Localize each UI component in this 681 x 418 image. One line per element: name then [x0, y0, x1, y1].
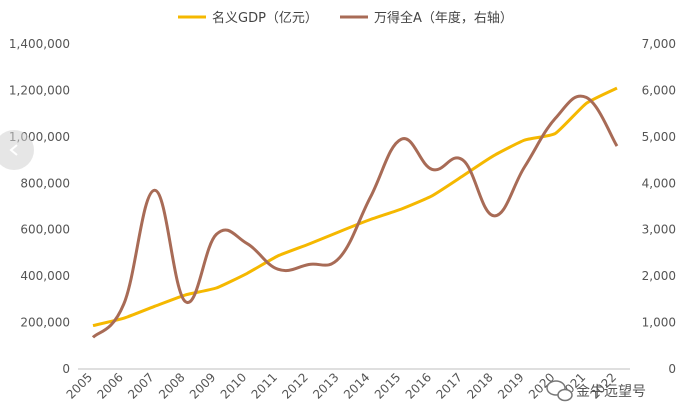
y-left-tick-label: 400,000 — [20, 269, 70, 283]
x-tick-label: 2015 — [372, 370, 403, 401]
x-tick-label: 2008 — [156, 370, 187, 401]
y-right-tick-label: 5,000 — [642, 130, 676, 144]
y-right-tick-label: 2,000 — [642, 269, 676, 283]
y-axis-left: 0200,000400,000600,000800,0001,000,0001,… — [9, 37, 70, 376]
x-tick-label: 2012 — [279, 370, 310, 401]
wechat-icon — [546, 380, 573, 402]
x-tick-label: 2011 — [249, 370, 280, 401]
x-tick-label: 2006 — [94, 370, 125, 401]
x-axis-ticks: 2005 2006 2007 2008 2009 2010 2011 2012 2013 2014… — [64, 370, 619, 401]
watermark-text: 金牛远望号 — [576, 384, 646, 400]
series-line-gdp — [92, 86, 618, 328]
y-left-tick-label: 600,000 — [20, 223, 70, 237]
y-left-tick-label: 800,000 — [20, 176, 70, 190]
y-right-tick-label: 6,000 — [642, 83, 676, 97]
y-left-tick-label: 1,400,000 — [9, 37, 70, 51]
y-axis-right: 0 1,000 2,000 3,000 4,000 5,000 6,000 7,000 — [642, 37, 676, 376]
y-right-tick-label: 4,000 — [642, 176, 676, 190]
x-tick-label: 2010 — [218, 370, 249, 401]
x-tick-label: 2009 — [187, 370, 218, 401]
legend-label-gdp: 名义GDP（亿元） — [212, 10, 318, 26]
x-tick-label: 2019 — [495, 370, 526, 401]
x-tick-label: 2007 — [125, 370, 156, 401]
x-tick-label: 2016 — [403, 370, 434, 401]
y-left-tick-label: 1,200,000 — [9, 83, 70, 97]
legend-label-wind-a: 万得全A（年度，右轴） — [374, 10, 513, 26]
y-right-tick-label: 1,000 — [642, 316, 676, 330]
chevron-left-icon — [9, 144, 18, 156]
carousel-prev-button[interactable] — [0, 130, 34, 170]
x-tick-label: 2017 — [434, 370, 465, 401]
x-tick-label: 2020 — [526, 370, 557, 401]
y-left-tick-label: 200,000 — [20, 316, 70, 330]
x-tick-label: 2018 — [464, 370, 495, 401]
y-left-tick-label: 0 — [62, 362, 70, 376]
series-group — [91, 86, 619, 339]
legend: 名义GDP（亿元） 万得全A（年度，右轴） — [178, 10, 513, 26]
y-right-tick-label: 7,000 — [642, 37, 676, 51]
series-line-wind-a — [91, 94, 619, 339]
watermark: 金牛远望号 — [546, 380, 646, 402]
y-right-tick-label: 3,000 — [642, 223, 676, 237]
y-right-tick-label: 0 — [668, 362, 676, 376]
x-tick-label: 2014 — [341, 370, 372, 401]
x-tick-label: 2013 — [310, 370, 341, 401]
